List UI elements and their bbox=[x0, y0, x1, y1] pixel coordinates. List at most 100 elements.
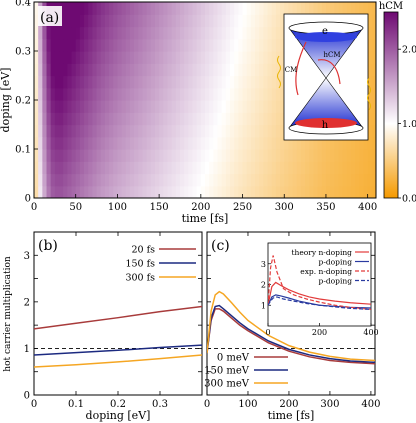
heatmap-cell bbox=[192, 87, 198, 101]
heatmap-cell bbox=[284, 161, 290, 175]
heatmap-cell bbox=[288, 2, 294, 15]
heatmap-cell bbox=[242, 185, 248, 198]
heatmap-cell bbox=[188, 87, 194, 101]
heatmap-cell bbox=[230, 38, 235, 52]
heatmap-cell bbox=[88, 38, 93, 52]
heatmap-cell bbox=[338, 161, 344, 175]
heatmap-cell bbox=[200, 14, 206, 28]
heatmap-cell bbox=[184, 2, 189, 15]
heatmap-cell bbox=[217, 112, 223, 126]
heatmap-cell bbox=[242, 14, 248, 28]
heatmap-cell bbox=[188, 14, 194, 28]
heatmap-cell bbox=[117, 161, 123, 175]
heatmap-cell bbox=[129, 173, 135, 187]
heatmap-cell bbox=[159, 75, 164, 89]
heatmap-cell bbox=[242, 124, 248, 138]
heatmap-cell bbox=[134, 2, 139, 15]
heatmap-cell bbox=[367, 75, 373, 89]
heatmap-cell bbox=[271, 38, 277, 52]
heatmap-cell bbox=[96, 51, 102, 64]
heatmap-cell bbox=[271, 149, 277, 162]
heatmap-cell bbox=[88, 173, 93, 187]
panel-a-ylabel: doping [eV] bbox=[0, 68, 12, 133]
heatmap-cell bbox=[246, 51, 252, 64]
heatmap-cell bbox=[238, 63, 244, 77]
heatmap-cell bbox=[371, 136, 376, 150]
inset-y-tick-label: 3 bbox=[261, 260, 266, 269]
heatmap-cell bbox=[125, 112, 131, 126]
heatmap-cell bbox=[363, 173, 369, 187]
heatmap-cell bbox=[255, 38, 260, 52]
heatmap-cell bbox=[113, 38, 119, 52]
heatmap-cell bbox=[104, 51, 110, 64]
heatmap-cell bbox=[267, 75, 273, 89]
heatmap-cell bbox=[92, 14, 98, 28]
heatmap-cell bbox=[46, 149, 52, 162]
heatmap-cell bbox=[146, 87, 152, 101]
heatmap-cell bbox=[230, 63, 235, 77]
heatmap-cell bbox=[350, 136, 356, 150]
heatmap-cell bbox=[92, 75, 98, 89]
heatmap-cell bbox=[275, 161, 281, 175]
heatmap-cell bbox=[129, 14, 135, 28]
heatmap-cell bbox=[280, 149, 285, 162]
heatmap-cell bbox=[280, 2, 285, 15]
heatmap-cell bbox=[188, 75, 194, 89]
inset-y-tick-label: 1 bbox=[261, 301, 266, 310]
heatmap-cell bbox=[154, 26, 160, 40]
heatmap-cell bbox=[221, 173, 227, 187]
heatmap-cell bbox=[42, 26, 48, 40]
heatmap-cell bbox=[150, 112, 156, 126]
heatmap-cell bbox=[150, 63, 156, 77]
heatmap-cell bbox=[250, 87, 256, 101]
heatmap-cell bbox=[196, 112, 202, 126]
heatmap-cell bbox=[121, 63, 127, 77]
heatmap-cell bbox=[359, 173, 365, 187]
heatmap-cell bbox=[163, 38, 169, 52]
heatmap-cell bbox=[267, 161, 273, 175]
heatmap-cell bbox=[54, 173, 60, 187]
heatmap-cell bbox=[167, 136, 173, 150]
inset-x-tick-label: 0 bbox=[265, 328, 270, 337]
heatmap-cell bbox=[100, 173, 106, 187]
heatmap-cell bbox=[317, 161, 323, 175]
heatmap-cell bbox=[171, 26, 177, 40]
heatmap-cell bbox=[296, 149, 302, 162]
heatmap-cell bbox=[92, 38, 98, 52]
heatmap-cell bbox=[209, 100, 214, 113]
heatmap-cell bbox=[250, 136, 256, 150]
heatmap-cell bbox=[230, 112, 235, 126]
heatmap-cell bbox=[109, 2, 114, 15]
heatmap-cell bbox=[221, 112, 227, 126]
heatmap-cell bbox=[159, 149, 164, 162]
heatmap-cell bbox=[263, 149, 269, 162]
heatmap-cell bbox=[242, 112, 248, 126]
cm-arrow bbox=[295, 41, 307, 96]
heatmap-cell bbox=[317, 173, 323, 187]
heatmap-cell bbox=[255, 2, 260, 15]
heatmap-cell bbox=[71, 136, 77, 150]
heatmap-cell bbox=[200, 124, 206, 138]
heatmap-cell bbox=[125, 100, 131, 113]
series-line bbox=[207, 304, 375, 364]
heatmap-cell bbox=[146, 100, 152, 113]
heatmap-cell bbox=[271, 63, 277, 77]
heatmap-cell bbox=[84, 14, 89, 28]
heatmap-cell bbox=[146, 185, 152, 198]
y-tick-label: 0.4 bbox=[15, 0, 31, 9]
heatmap-cell bbox=[217, 124, 223, 138]
heatmap-cell bbox=[275, 87, 281, 101]
heatmap-cell bbox=[104, 2, 110, 15]
heatmap-cell bbox=[163, 14, 169, 28]
heatmap-cell bbox=[309, 149, 315, 162]
heatmap-cell bbox=[100, 185, 106, 198]
heatmap-cell bbox=[242, 75, 248, 89]
heatmap-cell bbox=[113, 161, 119, 175]
heatmap-cell bbox=[209, 149, 214, 162]
y-tick-label: 0.3 bbox=[15, 47, 31, 58]
y-tick-label: 0.1 bbox=[15, 145, 31, 156]
heatmap-cell bbox=[292, 173, 298, 187]
heatmap-cell bbox=[71, 185, 77, 198]
heatmap-cell bbox=[79, 112, 85, 126]
